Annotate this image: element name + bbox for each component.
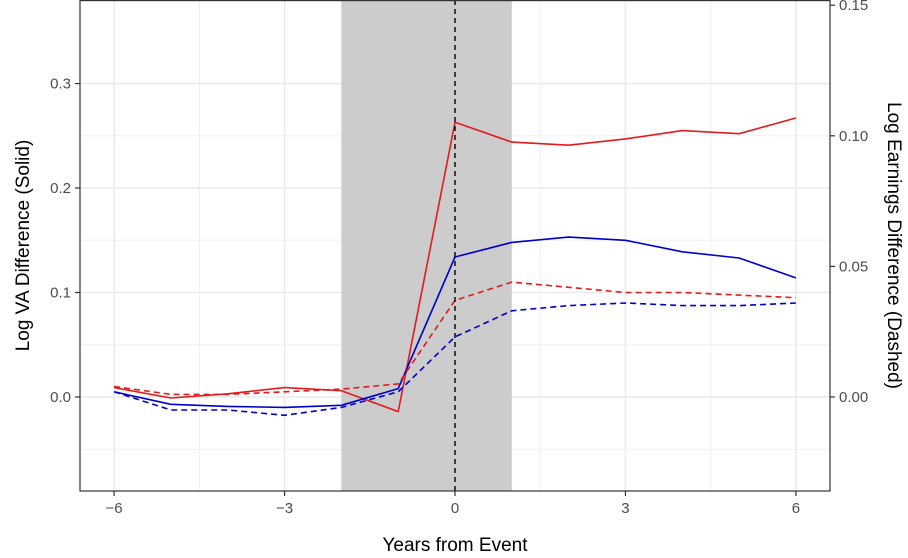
x-tick-label: 6 — [792, 500, 800, 517]
x-tick-label: −3 — [276, 500, 293, 517]
y-tick-label-right: 0.10 — [839, 128, 868, 145]
shaded-period — [341, 0, 512, 491]
x-tick-label: 3 — [621, 500, 629, 517]
y-tick-label-left: 0.0 — [50, 389, 71, 406]
y-tick-label-right: 0.05 — [839, 258, 868, 275]
y-axis-title-left: Log VA Difference (Solid) — [13, 140, 34, 352]
series-line-2 — [113, 281, 796, 396]
x-tick-label: −6 — [106, 500, 123, 517]
y-tick-label-right: 0.00 — [839, 389, 868, 406]
tick-labels: −6 −3 0 3 6 0.0 0.1 0.2 0.3 0.00 0.05 0.10 0.15 — [50, 0, 868, 517]
x-tick-label: 0 — [451, 500, 459, 517]
series-line-3 — [113, 302, 796, 417]
y-tick-label-left: 0.2 — [50, 180, 71, 197]
y-tick-label-left: 0.3 — [50, 76, 71, 93]
shaded-region — [341, 0, 512, 491]
y-tick-label-left: 0.1 — [50, 285, 71, 302]
x-axis-title: Years from Event — [382, 535, 528, 556]
y-tick-label-right: 0.15 — [839, 0, 868, 14]
y-axis-title-right: Log Earnings Difference (Dashed) — [883, 102, 904, 389]
